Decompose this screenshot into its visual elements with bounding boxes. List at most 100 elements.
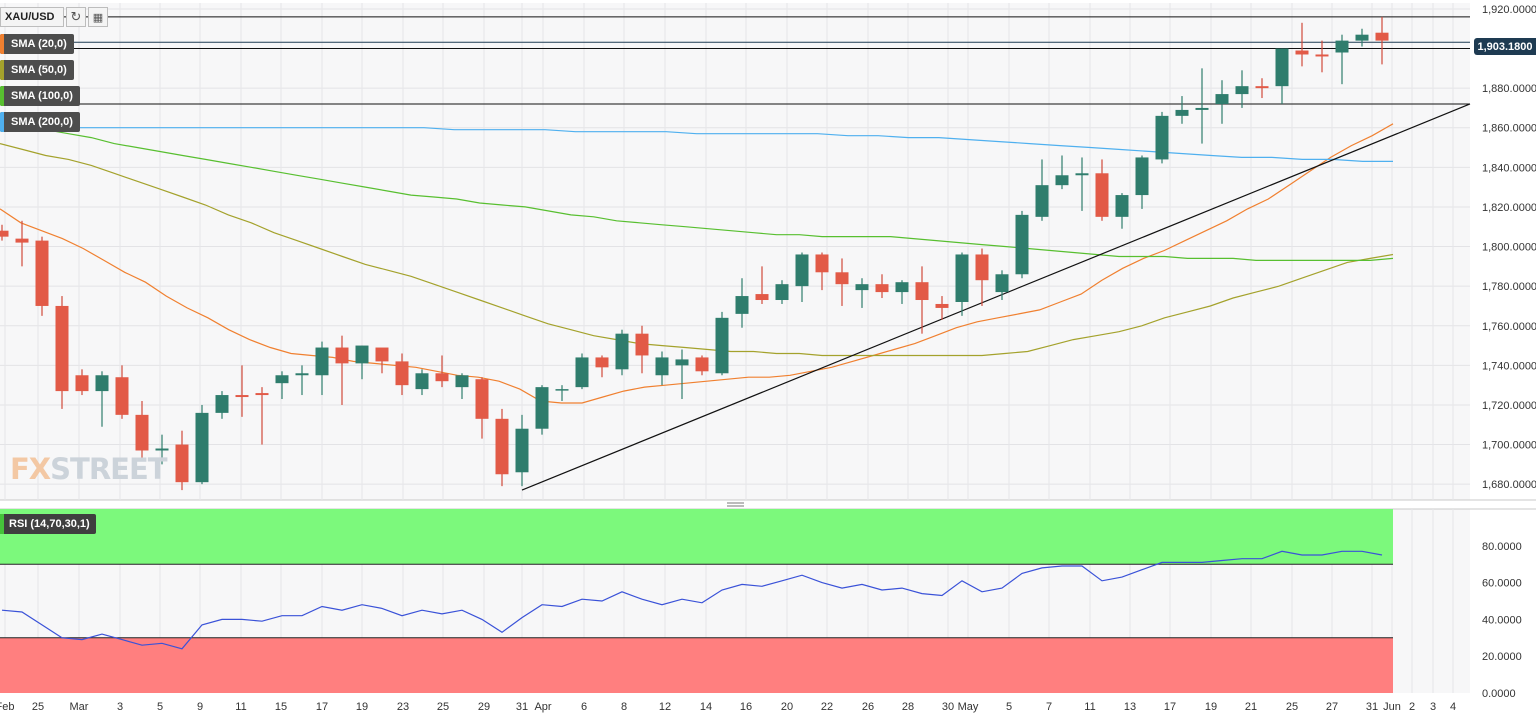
candle-body [215, 395, 229, 413]
candle [895, 280, 909, 304]
sma-lines [0, 121, 1394, 404]
candle [395, 353, 409, 396]
candle [1135, 155, 1149, 209]
candle [0, 224, 9, 241]
legend-swatch [0, 514, 4, 534]
candle-body [495, 418, 509, 475]
candle-body [1135, 157, 1149, 196]
y-tick-label: 1,920.0000 [1482, 4, 1536, 16]
candle-body [1155, 115, 1169, 160]
candle-body [835, 272, 849, 285]
x-tick-label: 13 [1124, 701, 1136, 713]
candle-body [35, 240, 49, 306]
candle [235, 365, 249, 417]
candle [1315, 40, 1329, 73]
current-price-value: 1,903.1800 [1477, 40, 1533, 53]
y-tick-label: 1,820.0000 [1482, 202, 1536, 214]
splitter-handle[interactable] [727, 502, 744, 507]
candle-body [875, 284, 889, 293]
y-tick-label: 1,720.0000 [1482, 400, 1536, 412]
candle-body [815, 254, 829, 273]
candle-body [455, 375, 469, 388]
candle [415, 369, 429, 396]
candle [875, 274, 889, 299]
candle-body [355, 345, 369, 364]
candle-body [895, 282, 909, 293]
y-tick-label: 1,840.0000 [1482, 162, 1536, 174]
candle-body [675, 359, 689, 366]
trendline [521, 103, 1471, 491]
rsi-title: RSI (14,70,30,1) [9, 518, 90, 530]
candle [375, 347, 389, 374]
candle-body [795, 254, 809, 287]
calendar-button[interactable]: ▦ [88, 7, 108, 27]
candle [655, 351, 669, 386]
rsi-tick-label: 40.0000 [1482, 614, 1522, 626]
sma-line [0, 123, 1394, 404]
candle-body [695, 357, 709, 372]
candle-body [395, 361, 409, 386]
candle-body [475, 379, 489, 419]
x-tick-label: 12 [659, 701, 671, 713]
candle-body [295, 373, 309, 376]
candle-body [135, 414, 149, 451]
candle [135, 400, 149, 461]
x-tick-label: 19 [1205, 701, 1217, 713]
x-tick-label: 26 [862, 701, 874, 713]
date-axis: Feb25Mar3591115171923252931Apr6812141620… [0, 701, 1456, 713]
current-price-tag: 1,903.1800 [1474, 38, 1536, 55]
x-tick-label: 17 [1164, 701, 1176, 713]
candle-body [755, 294, 769, 301]
candle-body [655, 357, 669, 376]
refresh-button[interactable]: ↻ [66, 7, 86, 27]
candle [1035, 159, 1049, 221]
candle-body [0, 230, 9, 237]
candle-body [935, 303, 949, 308]
legend-sma-100[interactable]: SMA (100,0) [0, 86, 80, 106]
candle [275, 371, 289, 400]
candle-body [15, 238, 29, 243]
rsi-tick-label: 0.0000 [1482, 688, 1516, 700]
legend-sma-200[interactable]: SMA (200,0) [0, 112, 80, 132]
legend-label: SMA (50,0) [11, 64, 67, 76]
x-tick-label: 17 [316, 701, 328, 713]
candle-body [775, 284, 789, 301]
candle-body [1275, 48, 1289, 87]
candle-body [1295, 50, 1309, 55]
rsi-legend[interactable]: RSI (14,70,30,1) [0, 514, 96, 534]
candle [215, 391, 229, 419]
y-tick-label: 1,680.0000 [1482, 479, 1536, 491]
candle [95, 371, 109, 427]
candle [175, 430, 189, 491]
candle [155, 434, 169, 465]
candle [755, 266, 769, 304]
x-tick-label: 25 [1286, 701, 1298, 713]
candle-body [975, 254, 989, 281]
candle-body [595, 357, 609, 368]
x-tick-label: 20 [781, 701, 793, 713]
x-tick-label: 3 [117, 701, 123, 713]
x-tick-label: 11 [1084, 701, 1095, 713]
sma-line [0, 143, 1394, 357]
rsi-tick-label: 80.0000 [1482, 541, 1522, 553]
symbol-box[interactable]: XAU/USD [0, 7, 64, 27]
y-tick-label: 1,880.0000 [1482, 83, 1536, 95]
candle-body [715, 317, 729, 374]
candle [635, 325, 649, 374]
legend-sma-20[interactable]: SMA (20,0) [0, 34, 74, 54]
x-tick-label: Jun [1383, 701, 1401, 713]
candle [1015, 210, 1029, 279]
candle [795, 252, 809, 302]
candle-body [555, 389, 569, 391]
legend-swatch [0, 86, 4, 106]
candle [1075, 157, 1089, 211]
candle-body [915, 282, 929, 301]
rsi-overbought-zone [0, 509, 1393, 565]
candle [1115, 193, 1129, 229]
legend-sma-50[interactable]: SMA (50,0) [0, 60, 74, 80]
x-tick-label: Feb [0, 701, 14, 713]
y-tick-label: 1,700.0000 [1482, 440, 1536, 452]
candle [75, 369, 89, 396]
y-tick-label: 1,780.0000 [1482, 281, 1536, 293]
x-tick-label: 5 [1006, 701, 1012, 713]
